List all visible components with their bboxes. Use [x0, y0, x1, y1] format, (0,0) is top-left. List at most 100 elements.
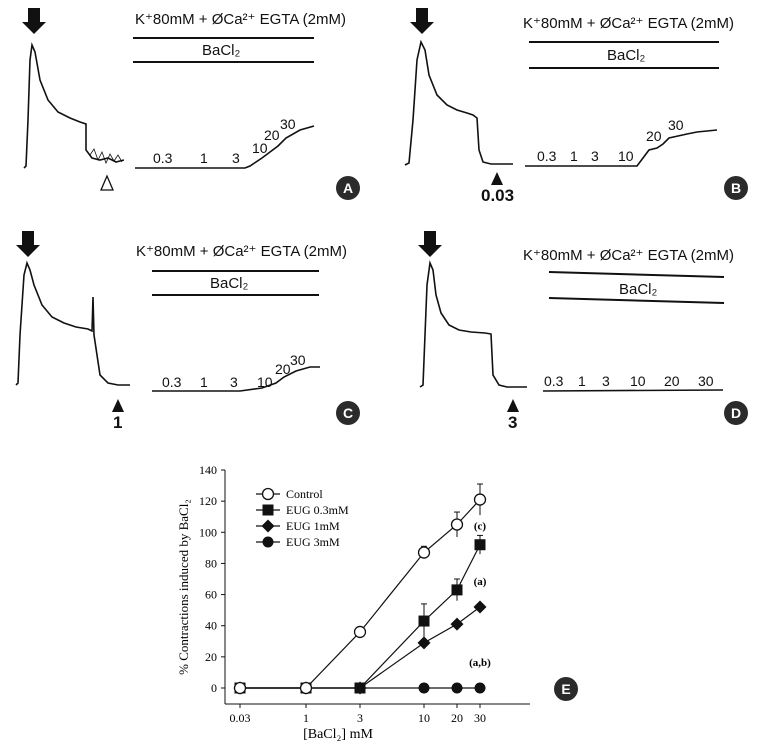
dose-response-chart: 0 20 40 60 80 100 120 140 0.03 1 3 10 20 30 (c) (a) (a,… [176, 463, 530, 742]
panel-c: K⁺80mM + ØCa²⁺ EGTA (2mM) BaCl₂ 0.3 1 3 … [0, 225, 387, 432]
y-tick-label: 140 [199, 463, 217, 477]
condition-label-d: K⁺80mM + ØCa²⁺ EGTA (2mM) [523, 247, 735, 264]
data-point [451, 584, 463, 596]
y-tick-label: 40 [205, 619, 217, 633]
legend-item: EUG 3mM [256, 535, 340, 549]
agent-label-d: BaCl₂ [619, 281, 658, 298]
data-point [450, 518, 464, 531]
conc-label-b-1: 0.3 [537, 148, 557, 164]
y-tick-label: 120 [199, 494, 217, 508]
panel-badge-e: E [554, 677, 578, 701]
filled-triangle-icon [507, 399, 519, 412]
data-point [474, 682, 486, 694]
conc-label-c-1: 0.3 [162, 374, 182, 390]
conc-label-d-1: 0.3 [544, 373, 564, 389]
x-tick-label: 20 [451, 711, 463, 725]
panel-badge-c: C [336, 401, 360, 425]
conc-label-a-2: 1 [200, 150, 208, 166]
conc-label-b-3: 3 [591, 148, 599, 164]
data-point [354, 682, 366, 694]
conc-label-c-2: 1 [200, 374, 208, 390]
filled-triangle-icon [491, 172, 503, 185]
conc-label-c-6: 30 [290, 352, 306, 368]
down-arrow-icon [410, 8, 434, 34]
x-axis-label: [BaCl₂] mM [303, 727, 373, 742]
conc-label-c-5: 20 [275, 361, 291, 377]
down-arrow-icon [22, 8, 46, 34]
y-tick-label: 80 [205, 556, 217, 570]
trace-b [404, 8, 719, 185]
data-point [418, 615, 430, 627]
series-control [233, 483, 487, 695]
conc-label-c-3: 3 [230, 374, 238, 390]
agent-label-c: BaCl₂ [210, 275, 249, 292]
conc-label-b-6: 30 [668, 117, 684, 133]
legend-item: EUG 1mM [256, 519, 340, 533]
legend-item: Control [256, 487, 323, 501]
panel-badge-d: D [724, 401, 748, 425]
down-arrow-icon [16, 231, 40, 257]
data-point [299, 681, 313, 695]
x-tick-label: 30 [474, 711, 486, 725]
conc-label-d-2: 1 [578, 373, 586, 389]
significance-annotation: (c) [474, 521, 487, 533]
panel-badge-a: A [336, 176, 360, 200]
conc-label-b-5: 20 [646, 128, 662, 144]
agent-label-b: BaCl₂ [607, 47, 646, 64]
x-tick-label: 0.03 [230, 711, 251, 725]
conc-label-b-4: 10 [618, 148, 634, 164]
eug-marker-d: 3 [508, 413, 518, 432]
series-line [240, 606, 481, 689]
y-tick-label: 100 [199, 525, 217, 539]
conc-label-d-3: 3 [602, 373, 610, 389]
trace-a [22, 8, 315, 191]
significance-annotation: (a,b) [469, 657, 491, 669]
conc-label-a-4: 10 [252, 140, 268, 156]
legend-item: EUG 0.3mM [256, 503, 349, 517]
significance-annotation: (a) [474, 576, 487, 588]
trace-c [15, 231, 320, 412]
y-tick-label: 0 [211, 681, 217, 695]
legend-marker [262, 536, 274, 548]
conc-label-a-5: 20 [264, 127, 280, 143]
legend-marker [261, 487, 275, 501]
x-tick-label: 3 [357, 711, 363, 725]
series-line [240, 499, 481, 689]
legend-label: EUG 3mM [286, 535, 340, 549]
data-point [474, 539, 486, 551]
x-tick-label: 1 [303, 711, 309, 725]
y-tick-label: 60 [205, 588, 217, 602]
x-tick-label: 10 [418, 711, 430, 725]
legend-label: Control [286, 487, 323, 501]
open-triangle-icon [100, 174, 114, 191]
trace-d [418, 231, 725, 412]
legend-label: EUG 0.3mM [286, 503, 349, 517]
panel-badge-b: B [724, 176, 748, 200]
down-arrow-icon [418, 231, 442, 257]
panel-e: 0 20 40 60 80 100 120 140 0.03 1 3 10 20 30 (c) (a) (a,… [160, 452, 600, 746]
panel-a: K⁺80mM + ØCa²⁺ EGTA (2mM) BaCl₂ 0.3 1 3 … [0, 0, 387, 205]
conc-label-a-3: 3 [232, 150, 240, 166]
conc-label-a-6: 30 [280, 116, 296, 132]
data-point [473, 600, 487, 614]
condition-label-c: K⁺80mM + ØCa²⁺ EGTA (2mM) [136, 243, 348, 260]
series-eug-0-3mm [234, 534, 486, 694]
conc-label-b-2: 1 [570, 148, 578, 164]
eug-marker-b: 0.03 [481, 186, 515, 205]
data-point [418, 682, 430, 694]
conc-label-d-5: 20 [664, 373, 680, 389]
conc-label-d-6: 30 [698, 373, 714, 389]
panel-b: K⁺80mM + ØCa²⁺ EGTA (2mM) BaCl₂ 0.3 1 3 … [387, 0, 774, 205]
conc-label-d-4: 10 [630, 373, 646, 389]
series-eug-1mm [233, 600, 487, 695]
data-point [451, 682, 463, 694]
data-point [353, 625, 367, 639]
panel-d: K⁺80mM + ØCa²⁺ EGTA (2mM) BaCl₂ 0.3 1 3 … [387, 225, 774, 432]
eug-marker-c: 1 [113, 413, 123, 432]
condition-label-b: K⁺80mM + ØCa²⁺ EGTA (2mM) [523, 15, 735, 32]
legend-marker [261, 519, 275, 533]
filled-triangle-icon [112, 399, 124, 412]
conc-label-c-4: 10 [257, 374, 273, 390]
agent-label-a: BaCl₂ [202, 42, 241, 59]
series-line [240, 544, 481, 689]
